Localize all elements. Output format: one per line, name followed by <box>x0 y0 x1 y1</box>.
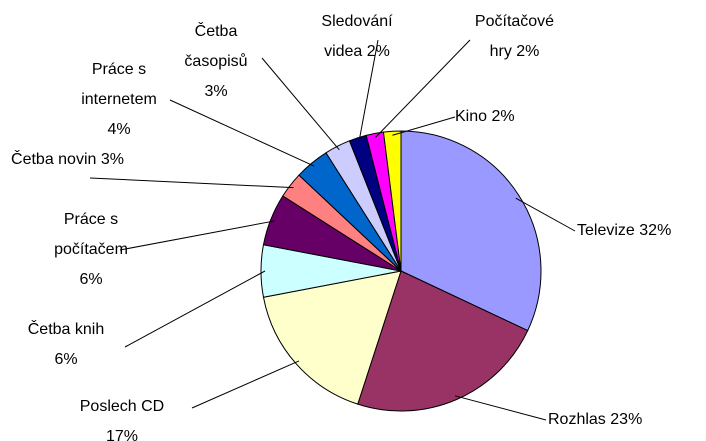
pie-slice <box>400 130 542 332</box>
category-label: Kino <box>455 108 488 125</box>
value-label: 3% <box>204 83 228 100</box>
data-label: Počítačové hry 2% <box>462 7 567 67</box>
value-label: 2% <box>516 43 540 60</box>
category-label: Sledování videa <box>321 13 393 60</box>
leader-line <box>191 360 300 409</box>
value-label: 2% <box>491 108 515 125</box>
pie-slice <box>357 270 529 412</box>
category-label: Četba časopisů <box>184 23 248 70</box>
value-label: 32% <box>639 222 672 239</box>
category-label: Četba novin <box>11 151 97 168</box>
data-label: Rozhlas 23% <box>548 405 688 435</box>
category-label: Práce s počítačem <box>54 211 128 258</box>
leader-line <box>515 197 576 232</box>
data-label: Sledování videa 2% <box>307 7 407 67</box>
leader-line <box>89 177 294 189</box>
leader-line <box>454 395 547 421</box>
data-label: Televize 32% <box>577 216 706 246</box>
value-label: 17% <box>105 428 139 441</box>
data-label: Kino 2% <box>455 102 555 132</box>
value-label: 6% <box>79 271 103 288</box>
value-label: 6% <box>54 351 78 368</box>
pie-slice <box>262 270 402 405</box>
category-label: Televize <box>577 222 635 239</box>
data-label: Práce s internetem 4% <box>73 55 165 145</box>
leader-line <box>169 99 315 167</box>
data-label: Četba novin 3% <box>10 145 125 175</box>
pie-slice <box>382 130 402 272</box>
data-label: Četba knih 6% <box>20 315 112 375</box>
value-label: 2% <box>366 43 390 60</box>
category-label: Poslech CD <box>79 398 165 415</box>
value-label: 4% <box>107 121 131 138</box>
leader-line <box>261 57 340 151</box>
category-label: Práce s internetem <box>81 61 157 108</box>
value-label: 23% <box>610 411 643 428</box>
category-label: Četba knih <box>27 321 105 338</box>
value-label: 3% <box>100 151 124 168</box>
leader-line <box>358 39 379 142</box>
leader-line <box>392 116 456 136</box>
data-label: Práce s počítačem 6% <box>50 205 132 295</box>
data-label: Četba časopisů 3% <box>172 17 260 107</box>
leader-line <box>375 39 471 138</box>
data-label: Poslech CD 17% <box>72 392 172 441</box>
leader-line <box>124 270 266 348</box>
category-label: Rozhlas <box>548 411 606 428</box>
category-label: Počítačové hry <box>474 13 555 60</box>
leader-line <box>119 220 275 251</box>
